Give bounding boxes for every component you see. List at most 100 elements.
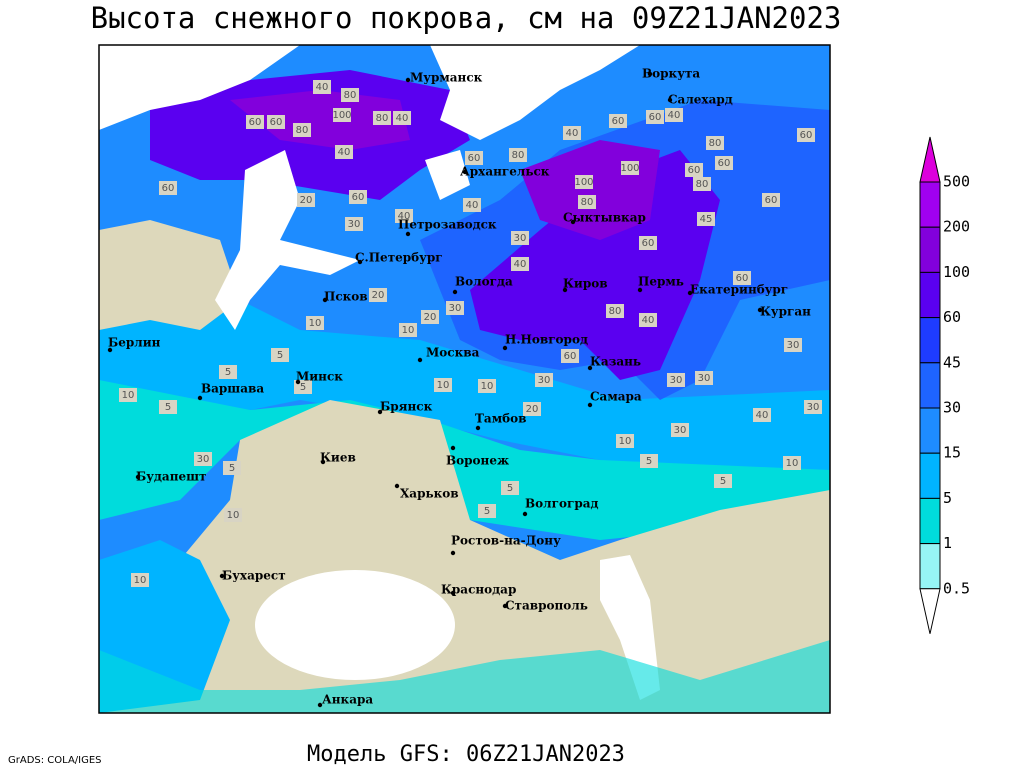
contour-label: 60 — [249, 117, 262, 128]
contour-label-box — [478, 379, 496, 393]
contour-label: 60 — [468, 153, 481, 164]
contour-label: 10 — [134, 575, 147, 586]
contour-label: 80 — [696, 179, 709, 190]
colorbar-segment — [919, 362, 941, 409]
city-dot — [107, 347, 113, 353]
city-label: Казань — [590, 355, 641, 369]
region — [470, 150, 720, 380]
city-dot — [647, 71, 653, 77]
contour-label: 60 — [765, 195, 778, 206]
contour-label-box — [293, 123, 311, 137]
city-label: Вологда — [455, 275, 513, 289]
colorbar-label: 1 — [943, 534, 952, 552]
contour-label-box — [563, 126, 581, 140]
city-dot — [197, 395, 203, 401]
colorbar-segment — [919, 497, 941, 545]
contour-label-box — [335, 145, 353, 159]
contour-label-box — [159, 400, 177, 414]
city-label: Минск — [296, 370, 343, 384]
contour-label: 80 — [296, 125, 309, 136]
city-label: Воронеж — [446, 454, 509, 468]
city-label: Варшава — [201, 382, 264, 396]
region — [230, 90, 410, 150]
contour-label: 30 — [787, 340, 800, 351]
city-label: Н.Новгород — [505, 333, 588, 347]
colorbar-label: 0.5 — [943, 579, 970, 597]
contour-label: 100 — [332, 110, 351, 121]
contour-label: 5 — [646, 456, 652, 467]
city-dot — [687, 290, 693, 296]
region — [99, 380, 830, 540]
city-dot — [317, 702, 323, 708]
colorbar-label: 5 — [943, 489, 952, 507]
colorbar-segment — [919, 226, 941, 273]
contour-label-box — [606, 304, 624, 318]
colorbar-segment — [919, 317, 941, 364]
city-dot — [587, 402, 593, 408]
contour-label: 30 — [674, 425, 687, 436]
contour-label: 20 — [372, 290, 385, 301]
city-label: Екатеринбург — [690, 283, 788, 297]
city-label: Курган — [760, 305, 811, 319]
city-label: Салехард — [668, 93, 733, 107]
city-dot — [587, 365, 593, 371]
contour-label-box — [399, 323, 417, 337]
colorbar-segment — [919, 543, 941, 590]
contour-label: 5 — [484, 506, 490, 517]
contour-label-box — [693, 177, 711, 191]
contour-label-box — [393, 111, 411, 125]
contour-label-box — [349, 190, 367, 204]
contour-label: 10 — [481, 381, 494, 392]
city-dot — [637, 287, 643, 293]
city-label: Киров — [563, 277, 608, 291]
sea — [99, 45, 300, 130]
contour-label-box — [523, 402, 541, 416]
contour-label: 80 — [609, 306, 622, 317]
sea — [215, 150, 360, 330]
contour-label: 40 — [756, 410, 769, 421]
contour-label-box — [306, 316, 324, 330]
city-label: Краснодар — [441, 583, 516, 597]
colorbar-segment — [919, 407, 941, 454]
city-dot — [757, 307, 763, 313]
contour-label-box — [575, 175, 593, 189]
contour-label-box — [446, 301, 464, 315]
contour-label-box — [131, 573, 149, 587]
contour-label-box — [421, 310, 439, 324]
contour-label-box — [501, 481, 519, 495]
contour-label: 60 — [718, 158, 731, 169]
contour-label: 40 — [642, 315, 655, 326]
sea — [255, 570, 455, 680]
contour-label-box — [509, 148, 527, 162]
colorbar-segment — [919, 181, 941, 228]
contour-label: 60 — [352, 192, 365, 203]
city-dot — [450, 445, 456, 451]
contour-label: 5 — [300, 382, 306, 393]
contour-label: 5 — [165, 402, 171, 413]
contour-label-box — [465, 151, 483, 165]
contour-label-box — [333, 108, 351, 122]
city-label: Бухарест — [222, 569, 286, 583]
colorbar-label: 500 — [943, 173, 970, 191]
contour-label-box — [762, 193, 780, 207]
contour-label: 40 — [396, 113, 409, 124]
city-label: Тамбов — [475, 412, 526, 426]
title: Высота снежного покрова, см на 09Z21JAN2… — [91, 1, 842, 35]
contour-label-box — [463, 198, 481, 212]
contour-label: 20 — [526, 404, 539, 415]
contour-label: 10 — [402, 325, 415, 336]
contour-label-box — [246, 115, 264, 129]
contour-label: 30 — [670, 375, 683, 386]
contour-label-box — [733, 271, 751, 285]
contour-label: 80 — [581, 197, 594, 208]
city-label: Харьков — [400, 487, 459, 501]
contour-label: 10 — [309, 318, 322, 329]
city-dot — [405, 77, 411, 83]
city-label: С.Петербург — [355, 251, 443, 265]
region — [99, 250, 830, 480]
contour-label: 30 — [197, 454, 210, 465]
city-dot — [502, 603, 508, 609]
city-dot — [502, 345, 508, 351]
contour-label-box — [714, 474, 732, 488]
